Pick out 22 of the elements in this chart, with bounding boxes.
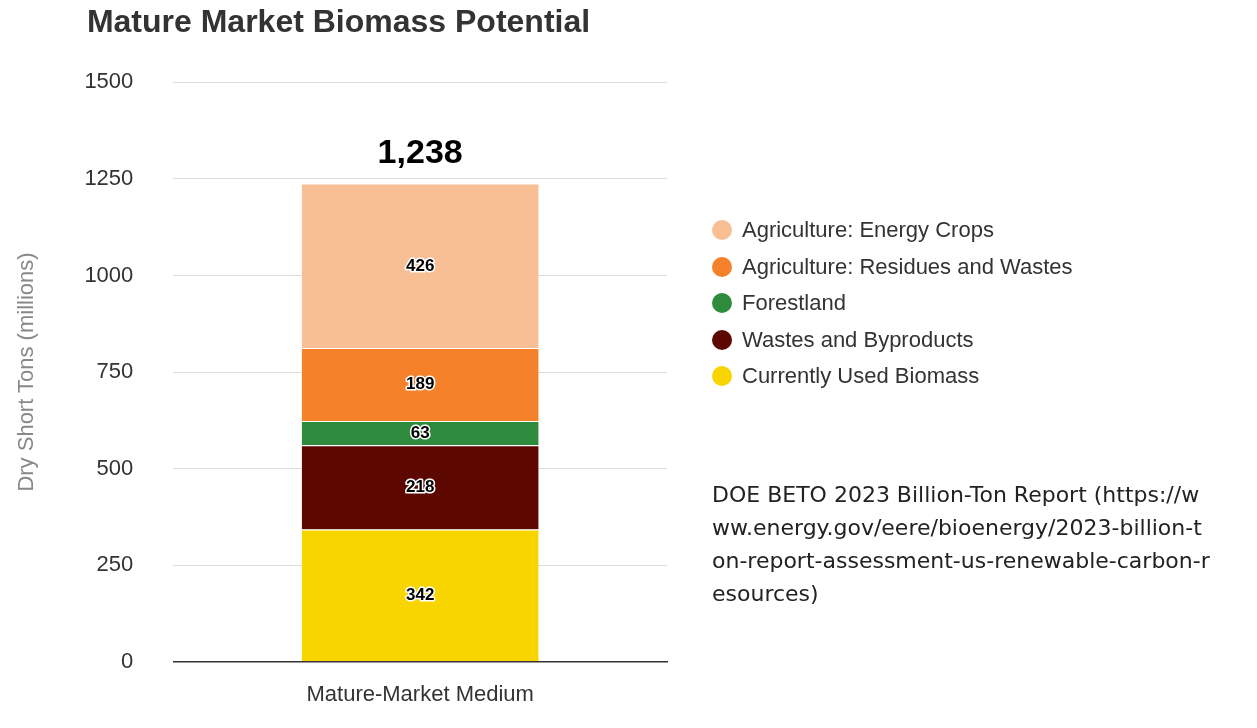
text: DOE BETO 2023 Billion-Ton Report (https://www.energy.gov/eere/bioenergy/2023-billion-ton-report-assessment-us-renewable-carbon-resources): [712, 481, 1211, 608]
y-tick-label: 0: [121, 647, 134, 673]
legend-label: Agriculture: Residues and Wastes: [742, 253, 1073, 280]
data-label: 426: [405, 255, 435, 275]
legend-label: Currently Used Biomass: [742, 363, 980, 390]
total-label: 1,238: [377, 131, 463, 170]
y-tick-label: 1250: [84, 165, 134, 190]
y-tick-label: 250: [96, 551, 134, 577]
y-axis-title: Dry Short Tons (millions): [13, 252, 39, 492]
data-label: 218: [405, 477, 435, 497]
chart-title: Mature Market Biomass Potential: [86, 3, 591, 40]
data-label: 342: [405, 585, 435, 605]
y-tick-label: 1000: [84, 261, 134, 287]
y-tick-label: 750: [96, 358, 134, 384]
data-label: 189: [405, 374, 435, 394]
x-tick-label: Mature-Market Medium: [306, 680, 534, 706]
y-tick-label: 1500: [84, 68, 134, 94]
y-tick-label: 500: [96, 454, 134, 480]
legend-label: Forestland: [742, 290, 846, 317]
legend-label: Wastes and Byproducts: [742, 326, 974, 353]
legend-label: Agriculture: Energy Crops: [742, 217, 994, 244]
data-label: 63: [410, 422, 430, 442]
